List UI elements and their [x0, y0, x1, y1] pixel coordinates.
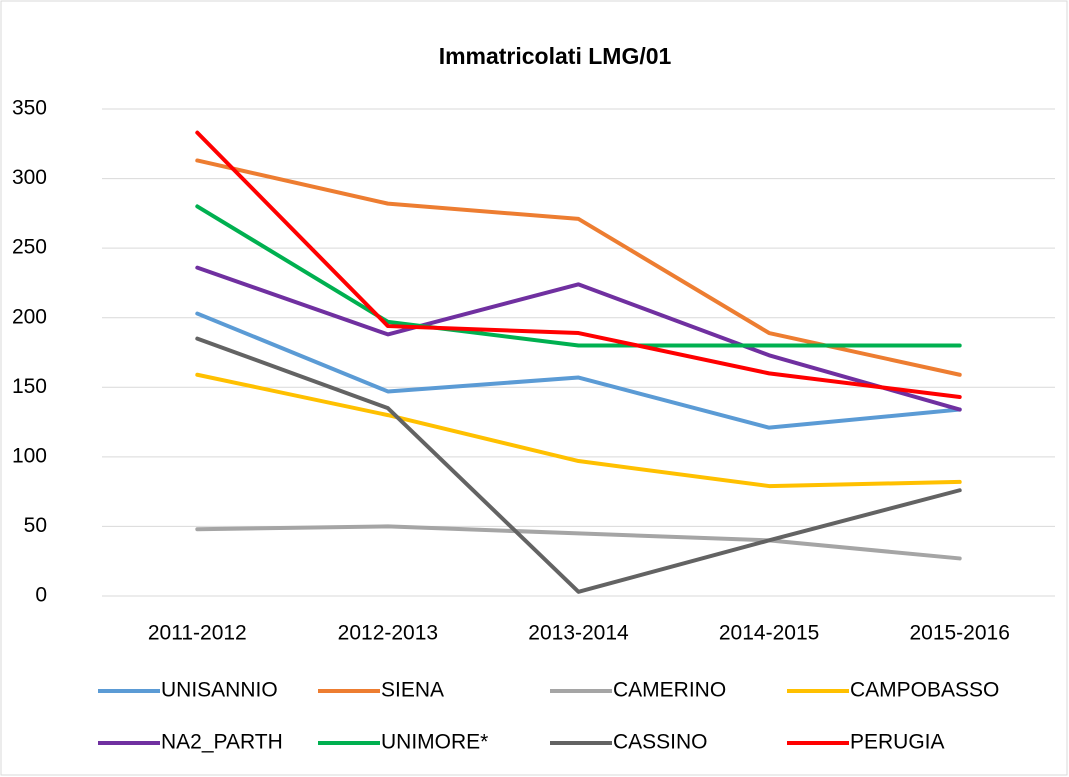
- series-line: [195, 336, 962, 594]
- legend-label: UNIMORE*: [381, 731, 488, 754]
- legend-label: NA2_PARTH: [161, 731, 283, 754]
- x-tick-label: 2015-2016: [909, 622, 1009, 645]
- chart-title: Immatricolati LMG/01: [439, 43, 672, 69]
- legend-label: SIENA: [381, 679, 444, 702]
- legend-label: UNISANNIO: [161, 679, 278, 702]
- x-tick-label: 2013-2014: [528, 622, 629, 645]
- legend-label: CASSINO: [613, 731, 708, 754]
- legend-label: CAMERINO: [613, 679, 726, 702]
- series-line: [195, 524, 962, 561]
- y-tick-label: 0: [35, 584, 47, 607]
- y-tick-label: 100: [12, 444, 47, 467]
- x-tick-label: 2012-2013: [338, 622, 438, 645]
- series-line: [195, 130, 962, 400]
- y-tick-label: 150: [12, 375, 47, 398]
- x-tick-label: 2011-2012: [148, 622, 247, 645]
- legend-label: CAMPOBASSO: [850, 679, 999, 702]
- y-tick-label: 250: [12, 236, 47, 259]
- y-tick-label: 350: [12, 97, 47, 120]
- x-tick-label: 2014-2015: [719, 622, 819, 645]
- legend-label: PERUGIA: [850, 731, 945, 754]
- series-line: [195, 204, 962, 348]
- series-line: [195, 265, 962, 412]
- series-line: [195, 372, 962, 489]
- y-tick-label: 200: [12, 305, 47, 328]
- series-line: [195, 311, 962, 430]
- y-tick-label: 300: [12, 166, 47, 189]
- y-tick-label: 50: [24, 514, 47, 537]
